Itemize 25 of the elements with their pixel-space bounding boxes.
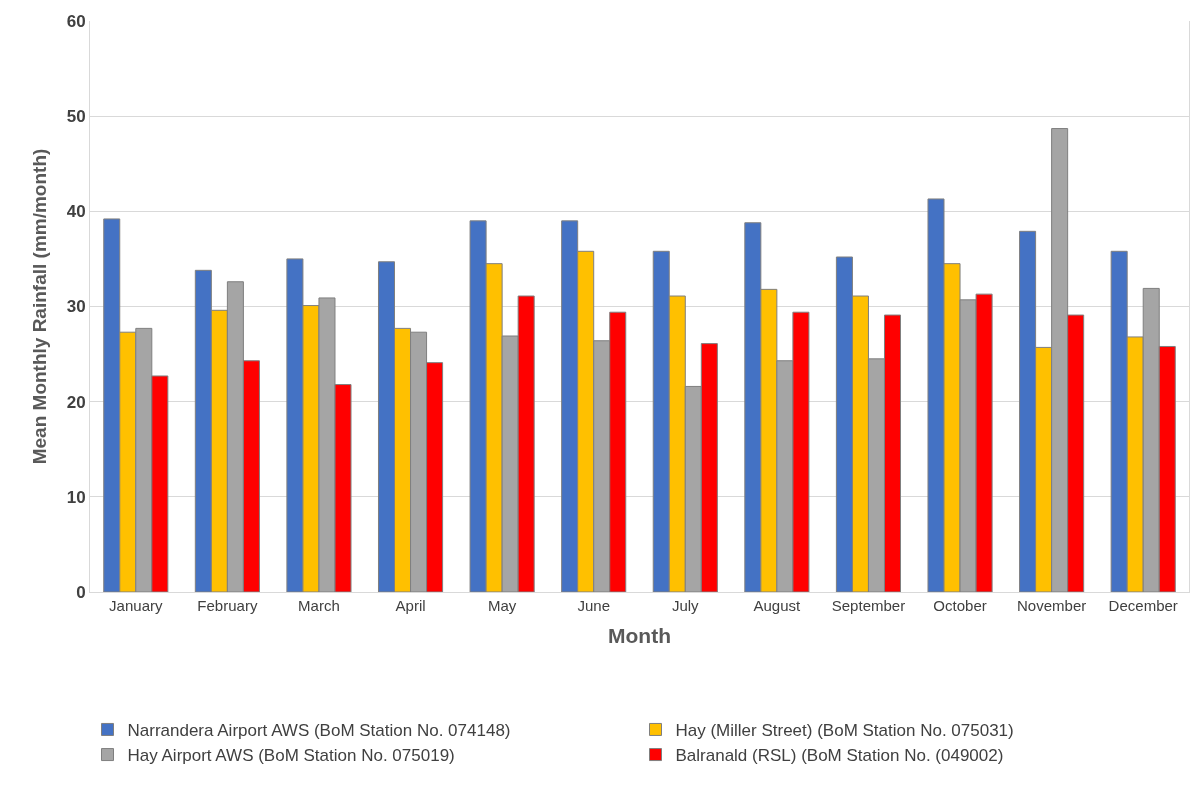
x-tick-label: August	[753, 597, 802, 614]
x-tick-label: December	[1108, 597, 1178, 614]
legend-label: Hay Airport AWS (BoM Station No. 075019)	[127, 746, 455, 766]
y-tick-label: 20	[66, 392, 86, 412]
x-tick-label: February	[197, 597, 258, 614]
y-tick-label: 30	[66, 297, 86, 317]
x-tick-label: October	[933, 597, 987, 614]
x-tick-label: November	[1017, 597, 1087, 614]
x-tick-label: July	[671, 597, 700, 614]
y-axis-title: Mean Monthly Rainfall (mm/month)	[28, 148, 50, 465]
y-tick-label: 10	[66, 487, 86, 507]
x-axis-title: Month	[608, 624, 671, 648]
y-tick-label: 60	[66, 11, 86, 31]
x-tick-label: January	[109, 597, 163, 614]
x-tick-label: September	[831, 597, 906, 614]
x-tick-label: March	[298, 597, 340, 614]
x-tick-label: May	[487, 597, 517, 614]
y-tick-label: 50	[66, 107, 86, 127]
x-tick-label: June	[577, 597, 610, 614]
legend-label: Balranald (RSL) (BoM Station No. (049002)	[675, 746, 1004, 766]
x-tick-label: April	[395, 597, 426, 614]
legend-label: Narrandera Airport AWS (BoM Station No. 074148)	[127, 721, 511, 741]
legend-label: Hay (Miller Street) (BoM Station No. 075031)	[675, 721, 1014, 741]
y-tick-label: 40	[66, 202, 86, 222]
y-tick-label: 0	[76, 582, 86, 602]
